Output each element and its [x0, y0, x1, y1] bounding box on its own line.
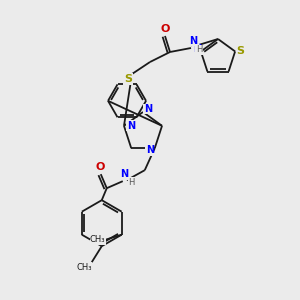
- Text: CH₃: CH₃: [90, 235, 105, 244]
- Text: CH₃: CH₃: [76, 263, 92, 272]
- Text: N: N: [193, 44, 201, 54]
- Text: N: N: [144, 104, 152, 114]
- Text: N: N: [189, 36, 197, 46]
- Text: O: O: [95, 162, 104, 172]
- Text: O: O: [160, 24, 170, 34]
- Text: S: S: [236, 46, 244, 56]
- Text: N: N: [146, 145, 154, 155]
- Text: H: H: [196, 46, 202, 55]
- Text: S: S: [124, 74, 132, 84]
- Text: H: H: [129, 178, 135, 187]
- Text: N: N: [127, 121, 135, 131]
- Text: N: N: [120, 169, 128, 179]
